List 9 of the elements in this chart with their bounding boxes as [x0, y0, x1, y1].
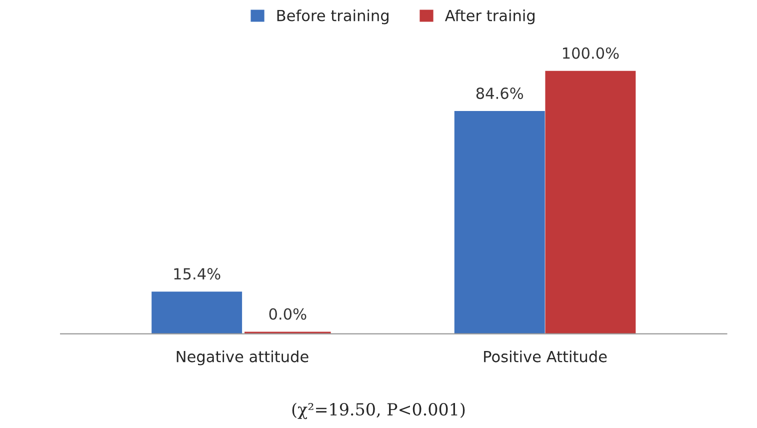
- data-label: 15.4%: [174, 268, 220, 280]
- data-label: 0.0%: [269, 308, 306, 320]
- data-label: 84.6%: [476, 88, 524, 100]
- legend-label: Before training: [277, 9, 388, 24]
- x-tick-label: Positive Attitude: [484, 350, 607, 362]
- legend-label: After trainig: [444, 9, 534, 24]
- x-tick-label: Negative attitude: [176, 350, 308, 366]
- text: (χ²=19.50, P<0.001): [292, 402, 465, 420]
- data-label: 100.0%: [563, 47, 619, 59]
